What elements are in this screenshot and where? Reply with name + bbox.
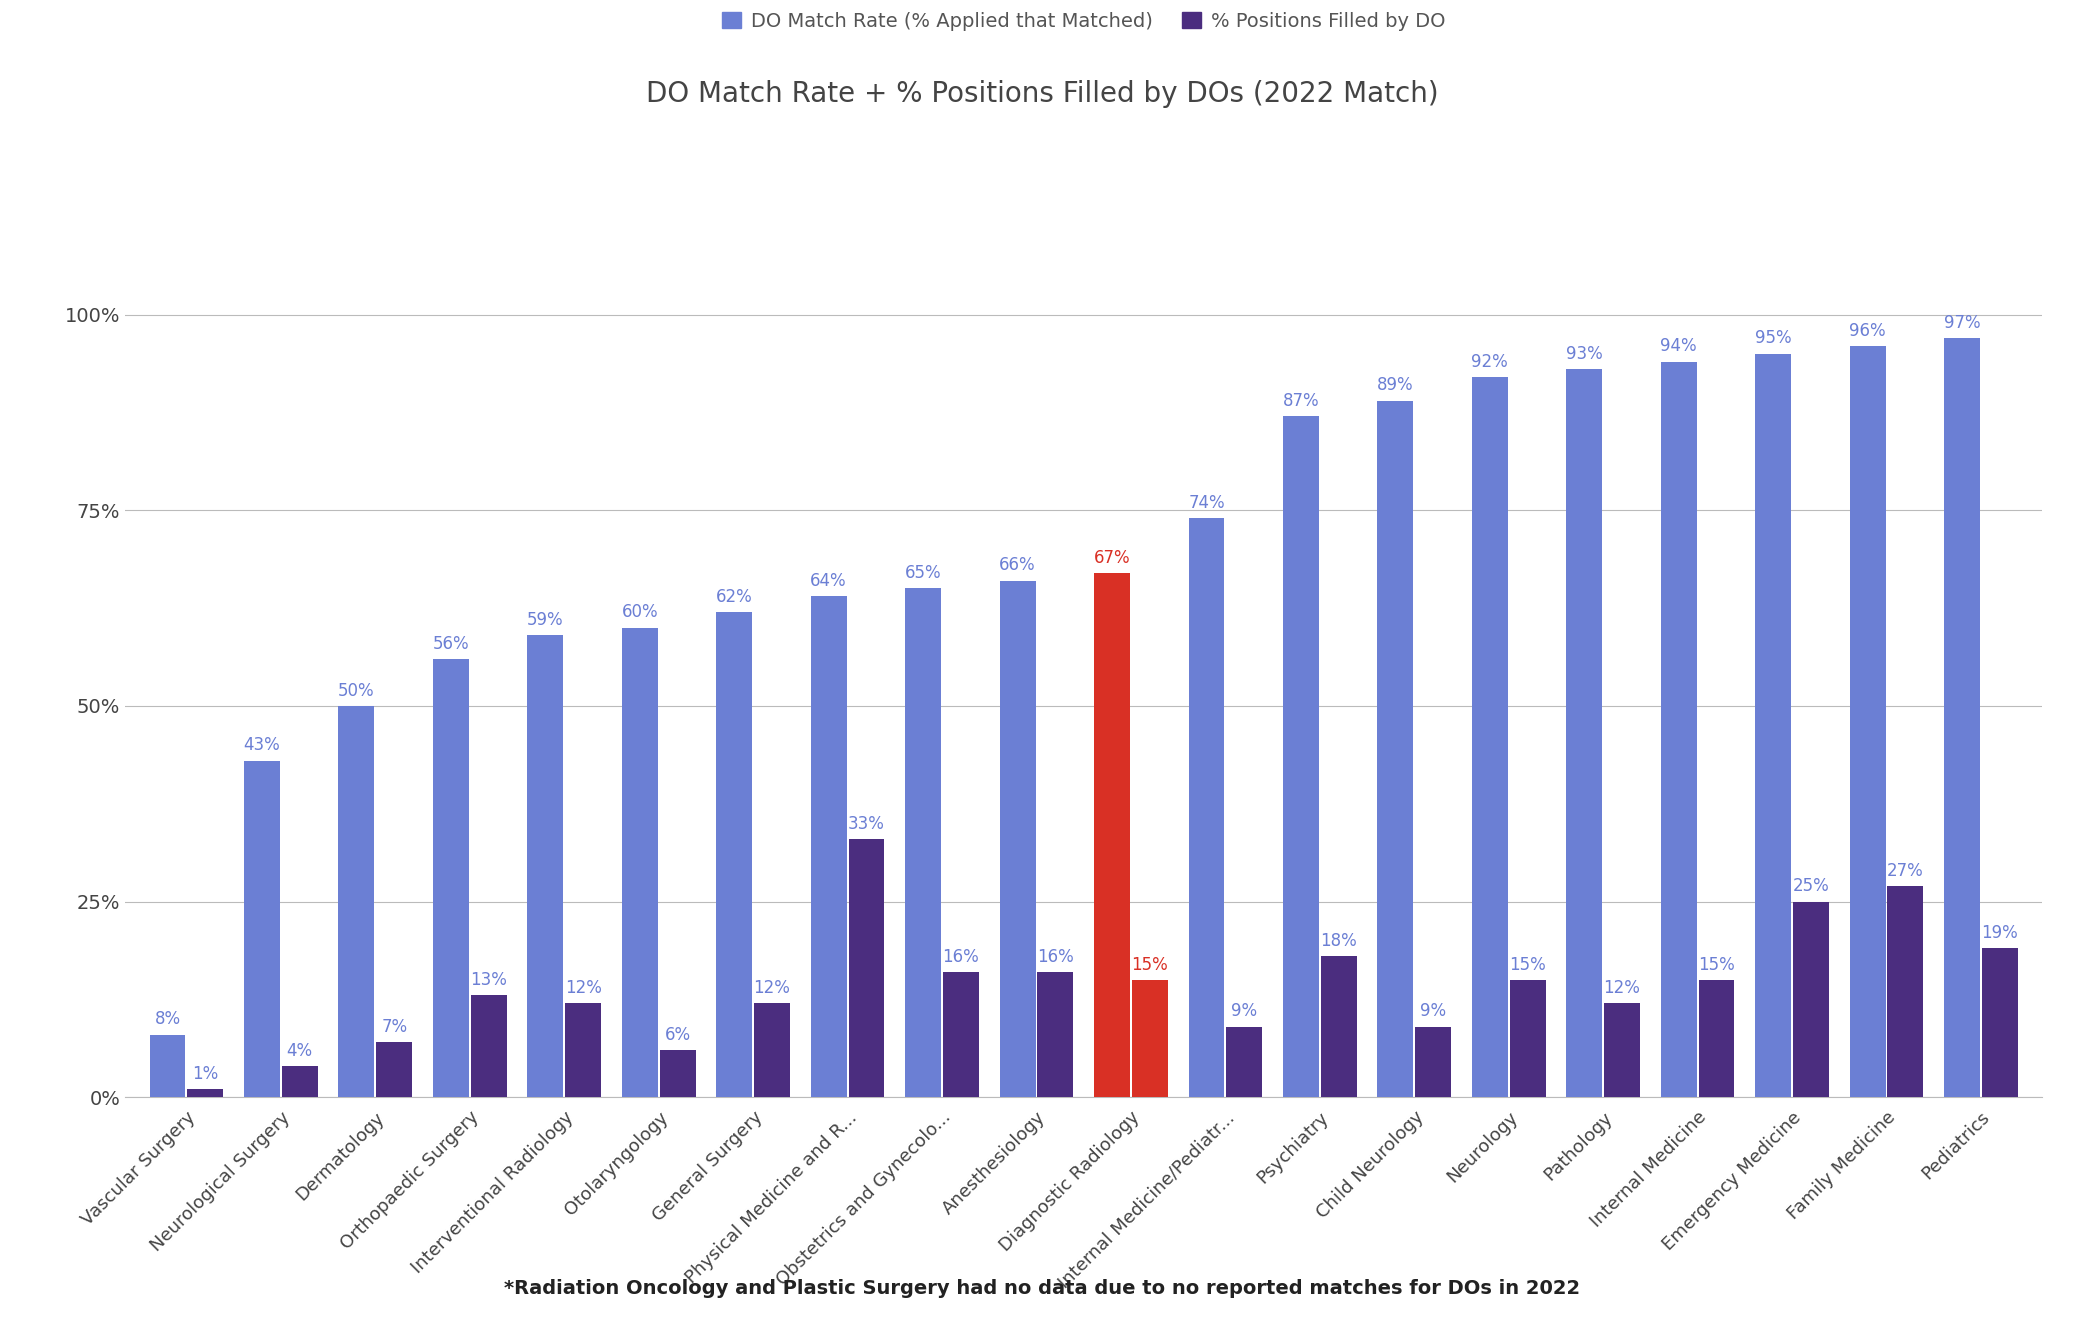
Text: 60%: 60% <box>621 603 659 621</box>
Bar <box>621 628 659 1097</box>
Bar <box>1415 1026 1450 1097</box>
Bar <box>1321 957 1357 1097</box>
Bar <box>1000 581 1036 1097</box>
Bar <box>433 658 469 1097</box>
Text: 62%: 62% <box>715 587 752 606</box>
Text: 33%: 33% <box>848 815 886 832</box>
Bar <box>1132 979 1167 1097</box>
Bar <box>1982 949 2017 1097</box>
Text: 64%: 64% <box>811 573 846 590</box>
Text: 93%: 93% <box>1565 345 1603 363</box>
Bar <box>1225 1026 1263 1097</box>
Bar <box>1471 377 1507 1097</box>
Bar <box>1378 400 1413 1097</box>
Bar <box>811 597 846 1097</box>
Text: 95%: 95% <box>1755 329 1792 348</box>
Bar <box>848 839 884 1097</box>
Text: 12%: 12% <box>1603 979 1640 997</box>
Bar <box>1792 902 1830 1097</box>
Text: 15%: 15% <box>1132 955 1169 974</box>
Bar <box>1094 573 1130 1097</box>
Bar <box>1851 345 1886 1097</box>
Bar <box>244 760 279 1097</box>
Bar <box>377 1042 413 1097</box>
Text: 74%: 74% <box>1188 494 1225 511</box>
Text: 1%: 1% <box>192 1065 219 1082</box>
Text: 94%: 94% <box>1661 337 1696 356</box>
Bar <box>471 995 506 1097</box>
Bar <box>188 1089 223 1097</box>
Text: 56%: 56% <box>433 634 469 653</box>
Bar <box>904 589 942 1097</box>
Text: 92%: 92% <box>1471 353 1509 371</box>
Bar <box>754 1004 790 1097</box>
Bar <box>281 1066 317 1097</box>
Text: 15%: 15% <box>1698 955 1734 974</box>
Text: 9%: 9% <box>1419 1002 1446 1021</box>
Text: 50%: 50% <box>338 681 375 700</box>
Bar <box>942 971 979 1097</box>
Bar <box>1038 971 1073 1097</box>
Legend: DO Match Rate (% Applied that Matched), % Positions Filled by DO: DO Match Rate (% Applied that Matched), … <box>721 12 1446 31</box>
Text: 9%: 9% <box>1232 1002 1257 1021</box>
Bar <box>1661 361 1696 1097</box>
Text: 66%: 66% <box>998 557 1036 574</box>
Bar <box>661 1050 696 1097</box>
Text: 97%: 97% <box>1944 314 1980 332</box>
Text: 6%: 6% <box>665 1026 690 1044</box>
Text: 12%: 12% <box>565 979 602 997</box>
Text: *Radiation Oncology and Plastic Surgery had no data due to no reported matches f: *Radiation Oncology and Plastic Surgery … <box>504 1279 1580 1298</box>
Bar <box>1698 979 1734 1097</box>
Text: 87%: 87% <box>1282 392 1319 409</box>
Text: 8%: 8% <box>154 1010 181 1029</box>
Bar <box>338 706 375 1097</box>
Text: 89%: 89% <box>1378 376 1413 395</box>
Text: 59%: 59% <box>527 611 563 629</box>
Text: 27%: 27% <box>1886 862 1924 879</box>
Bar <box>1284 416 1319 1097</box>
Text: 16%: 16% <box>942 947 979 966</box>
Text: 15%: 15% <box>1509 955 1546 974</box>
Text: 12%: 12% <box>754 979 790 997</box>
Text: 65%: 65% <box>904 565 942 582</box>
Bar <box>717 611 752 1097</box>
Text: 13%: 13% <box>471 971 506 989</box>
Bar <box>1567 369 1603 1097</box>
Text: 96%: 96% <box>1849 321 1886 340</box>
Bar <box>1605 1004 1640 1097</box>
Text: 19%: 19% <box>1982 925 2017 942</box>
Text: 43%: 43% <box>244 736 281 755</box>
Bar <box>1888 886 1924 1097</box>
Text: 7%: 7% <box>381 1018 406 1036</box>
Text: 67%: 67% <box>1094 549 1130 566</box>
Bar <box>565 1004 600 1097</box>
Bar <box>1944 339 1980 1097</box>
Text: 18%: 18% <box>1321 933 1357 950</box>
Text: 16%: 16% <box>1038 947 1073 966</box>
Text: 4%: 4% <box>288 1041 313 1060</box>
Bar <box>1509 979 1546 1097</box>
Text: 25%: 25% <box>1792 878 1830 895</box>
Bar <box>1755 353 1790 1097</box>
Text: DO Match Rate + % Positions Filled by DOs (2022 Match): DO Match Rate + % Positions Filled by DO… <box>646 80 1438 107</box>
Bar <box>150 1034 185 1097</box>
Bar <box>1188 518 1225 1097</box>
Bar <box>527 636 563 1097</box>
